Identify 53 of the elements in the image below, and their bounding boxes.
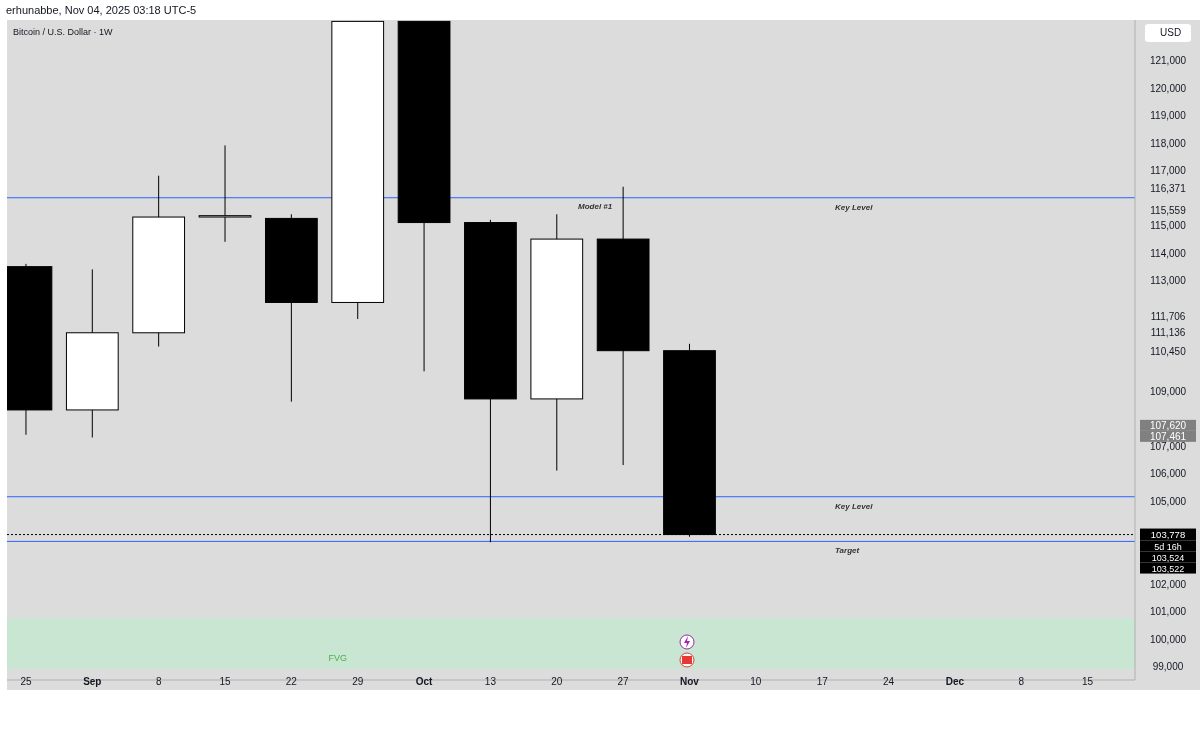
text: 103,524 bbox=[1151, 552, 1185, 563]
y-tick-label: 120,000 bbox=[1149, 82, 1187, 94]
text: Bitcoin / U.S. Dollar · 1W bbox=[13, 27, 114, 37]
x-tick-label: 13 bbox=[484, 676, 497, 687]
y-tick-label: 107,620 bbox=[1149, 419, 1187, 431]
x-tick-label: 15 bbox=[1082, 676, 1094, 687]
x-tick-label: 22 bbox=[285, 676, 298, 687]
y-tick-label: 107,000 bbox=[1149, 440, 1187, 452]
y-tick-label: 114,000 bbox=[1150, 247, 1187, 259]
ref-line-label: 103,778 bbox=[1150, 529, 1186, 541]
x-tick-label: 8 bbox=[1018, 676, 1025, 687]
x-tick-label: 17 bbox=[816, 676, 829, 687]
x-tick-label: 27 bbox=[617, 676, 630, 687]
x-tick-label: Sep bbox=[83, 676, 102, 687]
x-tick-label: Oct bbox=[415, 676, 434, 687]
ref-line-label: Key Level bbox=[835, 202, 874, 212]
y-tick-label: 109,000 bbox=[1149, 385, 1187, 397]
ref-line-label: Target bbox=[835, 546, 860, 556]
y-tick-label: 100,000 bbox=[1149, 633, 1187, 645]
x-tick-label: 29 bbox=[352, 676, 364, 687]
text: 103,522 bbox=[1151, 563, 1185, 574]
x-tick-label: 15 bbox=[219, 676, 232, 687]
x-tick-label: 8 bbox=[155, 676, 162, 687]
y-tick-label: 105,000 bbox=[1149, 495, 1187, 507]
x-tick-label: 24 bbox=[882, 676, 895, 687]
x-tick-label: 20 bbox=[551, 676, 563, 687]
y-tick-label: 118,000 bbox=[1150, 137, 1187, 149]
y-tick-label: 102,000 bbox=[1149, 578, 1187, 590]
y-tick-label: 107,461 bbox=[1149, 430, 1187, 442]
x-tick-label: Nov bbox=[680, 676, 700, 687]
y-tick-label: 113,000 bbox=[1150, 275, 1187, 287]
x-tick-label: 25 bbox=[20, 676, 32, 687]
y-tick-label: 121,000 bbox=[1149, 54, 1187, 66]
y-axis-title: USD bbox=[1160, 27, 1182, 38]
y-tick-label: 117,000 bbox=[1150, 165, 1187, 177]
x-tick-label: 10 bbox=[750, 676, 762, 687]
chart-subtitle: erhunabbe, Nov 04, 2025 03:18 UTC-5 bbox=[6, 4, 197, 16]
y-tick-label: 115,000 bbox=[1150, 220, 1187, 232]
y-tick-label: 101,000 bbox=[1149, 606, 1187, 618]
x-tick-label: Dec bbox=[945, 676, 965, 687]
band-label: FVG bbox=[328, 652, 347, 663]
y-tick-label: 116,371 bbox=[1150, 182, 1187, 194]
y-tick-label: 110,450 bbox=[1150, 345, 1187, 357]
y-tick-label: 106,000 bbox=[1149, 468, 1187, 480]
y-tick-label: 111,136 bbox=[1150, 326, 1186, 338]
text: 5d 16h bbox=[1154, 541, 1182, 552]
ref-line-label: Key Level bbox=[835, 501, 874, 511]
candlestick bbox=[198, 144, 252, 243]
annotation: Model #1 bbox=[578, 201, 613, 211]
y-tick-label: 119,000 bbox=[1150, 110, 1187, 122]
y-tick-label: 115,559 bbox=[1150, 204, 1187, 216]
y-tick-label: 99,000 bbox=[1152, 661, 1184, 673]
y-tick-label: 111,706 bbox=[1150, 311, 1186, 323]
